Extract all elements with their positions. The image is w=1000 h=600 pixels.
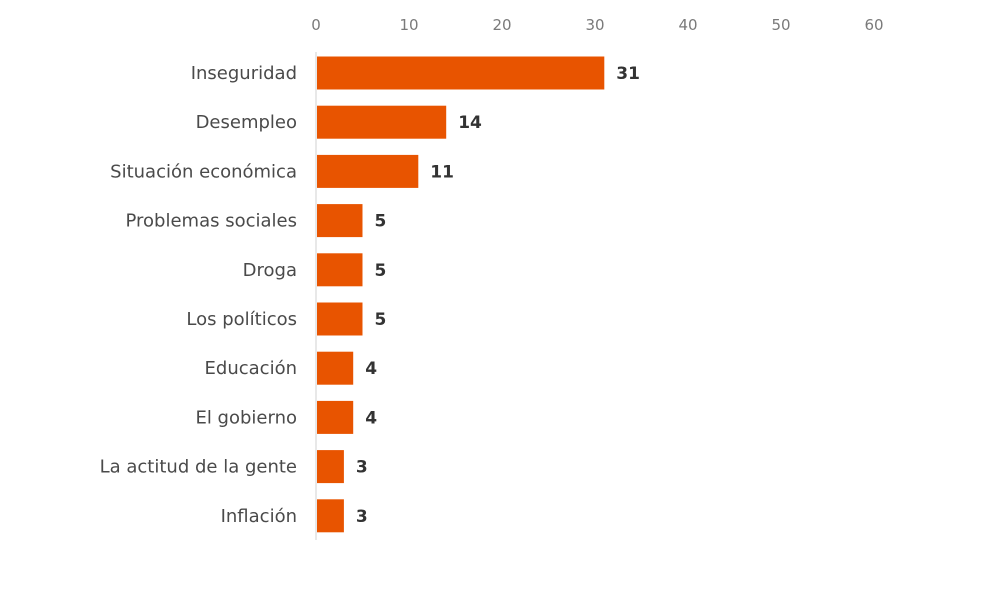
x-axis-ticks: 0 10 20 30 40 50 60 <box>311 16 883 34</box>
category-label: Los políticos <box>186 309 297 330</box>
category-label: La actitud de la gente <box>100 457 297 478</box>
x-tick-label: 50 <box>771 16 790 34</box>
value-label: 14 <box>458 113 482 133</box>
x-tick-label: 10 <box>399 16 418 34</box>
category-label: Desempleo <box>196 112 297 133</box>
x-tick-label: 20 <box>492 16 511 34</box>
bar <box>317 253 363 287</box>
category-labels: Inseguridad Desempleo Situación económica P… <box>100 63 297 527</box>
x-tick-label: 0 <box>311 16 321 34</box>
bars-group <box>317 56 605 533</box>
bar <box>317 400 354 434</box>
bar <box>317 154 419 188</box>
value-label: 5 <box>375 212 387 232</box>
bar <box>317 56 605 90</box>
category-label: Inseguridad <box>191 63 297 84</box>
category-label: El gobierno <box>195 407 297 428</box>
value-labels: 31 14 11 5 5 5 4 4 3 3 <box>356 64 640 527</box>
category-label: Educación <box>205 358 297 379</box>
bar <box>317 204 363 238</box>
value-label: 3 <box>356 507 368 527</box>
bar <box>317 105 447 139</box>
bar <box>317 499 344 533</box>
category-label: Droga <box>243 260 297 281</box>
value-label: 31 <box>616 64 640 84</box>
value-label: 5 <box>375 261 387 281</box>
value-label: 4 <box>365 359 377 379</box>
value-label: 11 <box>430 162 454 182</box>
x-tick-label: 30 <box>585 16 604 34</box>
bar <box>317 351 354 385</box>
category-label: Inflación <box>221 506 297 527</box>
value-label: 5 <box>375 310 387 330</box>
value-label: 3 <box>356 458 368 478</box>
x-tick-label: 60 <box>864 16 883 34</box>
bar <box>317 450 344 484</box>
bar <box>317 302 363 336</box>
x-tick-label: 40 <box>678 16 697 34</box>
value-label: 4 <box>365 408 377 428</box>
category-label: Situación económica <box>110 161 297 182</box>
category-label: Problemas sociales <box>126 211 298 232</box>
